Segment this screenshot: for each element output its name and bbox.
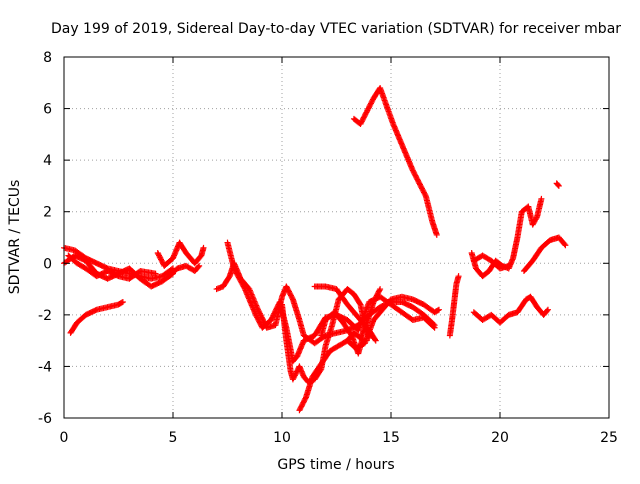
- series-trace-14: [350, 84, 440, 238]
- data-point: [562, 242, 569, 249]
- x-tick-label: 15: [382, 430, 400, 446]
- tick-layer: [63, 56, 610, 419]
- data-point: [152, 270, 159, 277]
- series-trace-19: [520, 234, 569, 275]
- series-trace-13: [344, 293, 442, 352]
- series-trace-5: [154, 239, 207, 269]
- x-tick-label: 20: [491, 430, 509, 446]
- data-point: [561, 241, 568, 248]
- data-layer: [61, 84, 569, 414]
- data-point: [195, 263, 202, 270]
- chart-title: Day 199 of 2019, Sidereal Day-to-day VTE…: [51, 21, 621, 37]
- y-tick-label: 8: [43, 50, 52, 66]
- series-trace-4: [67, 298, 126, 336]
- data-point: [455, 273, 462, 280]
- data-point: [435, 306, 442, 313]
- y-tick-label: 0: [43, 256, 52, 272]
- data-point: [430, 323, 437, 330]
- data-point: [241, 284, 248, 291]
- series-trace-17: [470, 252, 512, 272]
- data-point: [422, 191, 429, 198]
- data-point: [372, 336, 379, 343]
- data-point: [302, 395, 309, 402]
- y-axis-label: SDTVAR / TECUs: [7, 180, 23, 295]
- data-point: [544, 306, 551, 313]
- x-tick-label: 5: [169, 430, 178, 446]
- x-tick-label: 0: [60, 430, 69, 446]
- data-point: [433, 231, 440, 238]
- plot-frame: [63, 56, 610, 419]
- x-tick-label: 10: [273, 430, 291, 446]
- series-trace-20: [553, 180, 562, 189]
- y-tick-label: 6: [43, 102, 52, 118]
- data-point: [544, 307, 551, 314]
- data-point: [196, 262, 203, 269]
- y-tick-label: -2: [38, 308, 52, 324]
- data-point: [289, 295, 296, 302]
- tick-label-layer: 0 5 10 15 20 25 -6 -4 -2 0 2 4 6 8: [38, 50, 618, 446]
- x-axis-label: GPS time / hours: [277, 457, 394, 473]
- data-point: [555, 182, 562, 189]
- data-point: [376, 287, 383, 294]
- y-tick-label: 4: [43, 153, 52, 169]
- data-point: [434, 307, 441, 314]
- data-point: [118, 299, 125, 306]
- x-tick-label: 25: [600, 430, 618, 446]
- series-trace-18: [470, 293, 551, 326]
- series-trace-15: [446, 273, 462, 339]
- data-point: [377, 286, 384, 293]
- y-tick-label: -6: [38, 411, 52, 427]
- series-trace-3: [65, 252, 159, 282]
- data-point: [538, 195, 545, 202]
- y-tick-label: 2: [43, 205, 52, 221]
- data-point: [431, 324, 438, 331]
- data-point: [372, 337, 379, 344]
- data-point: [119, 298, 126, 305]
- data-point: [200, 244, 207, 251]
- series-trace-6: [165, 262, 203, 280]
- data-point: [533, 215, 540, 222]
- data-point: [555, 182, 562, 189]
- data-point: [505, 262, 512, 269]
- y-tick-label: -4: [38, 359, 52, 375]
